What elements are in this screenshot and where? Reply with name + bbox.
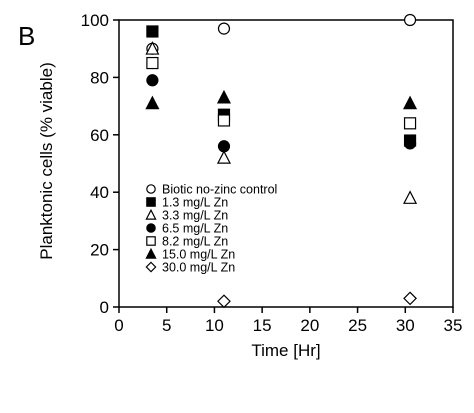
data-points xyxy=(145,13,418,309)
x-tick-label: 0 xyxy=(114,316,123,335)
data-point xyxy=(403,95,418,110)
legend-marker xyxy=(145,261,157,273)
data-point xyxy=(145,41,160,55)
data-point xyxy=(216,89,232,104)
legend-label: 15.0 mg/L Zn xyxy=(162,248,235,262)
x-tick-label: 35 xyxy=(444,316,463,335)
legend-marker xyxy=(145,247,157,259)
data-point xyxy=(403,13,417,27)
legend-label: 1.3 mg/L Zn xyxy=(162,196,228,210)
data-point xyxy=(403,137,417,150)
data-point xyxy=(217,22,231,35)
x-axis-ticks: 0 5 10 15 20 25 30 35 xyxy=(114,307,462,335)
data-point xyxy=(217,294,231,309)
data-point xyxy=(403,190,418,204)
legend-marker xyxy=(146,197,156,207)
legend-label: Biotic no-zinc control xyxy=(162,183,277,197)
legend-label: 8.2 mg/L Zn xyxy=(162,235,228,249)
data-point xyxy=(217,114,231,127)
y-tick-label: 20 xyxy=(90,241,109,260)
y-tick-label: 60 xyxy=(90,126,109,145)
legend-marker xyxy=(146,236,156,246)
legend-marker xyxy=(145,208,157,220)
x-tick-label: 20 xyxy=(300,316,319,335)
y-tick-label: 80 xyxy=(90,68,109,87)
data-point xyxy=(403,117,417,130)
x-tick-label: 30 xyxy=(396,316,415,335)
x-tick-label: 10 xyxy=(205,316,224,335)
data-point xyxy=(146,25,159,38)
x-tick-label: 25 xyxy=(348,316,367,335)
legend-marker xyxy=(146,184,156,194)
data-point xyxy=(146,56,159,70)
y-axis-title: Planktonic cells (% viable) xyxy=(37,62,56,259)
legend-label: 6.5 mg/L Zn xyxy=(162,222,228,236)
y-tick-label: 100 xyxy=(81,11,109,30)
y-axis-ticks: 0 20 40 60 80 100 xyxy=(81,11,119,317)
x-tick-label: 5 xyxy=(162,316,171,335)
data-point xyxy=(216,150,232,164)
x-tick-label: 15 xyxy=(253,316,272,335)
x-axis-title: Time [Hr] xyxy=(251,341,320,360)
data-point xyxy=(145,95,160,110)
panel-label: B xyxy=(18,21,35,51)
data-point xyxy=(403,291,417,306)
plot-border xyxy=(118,19,454,308)
legend-marker xyxy=(146,223,156,233)
data-point xyxy=(217,140,231,153)
data-point xyxy=(146,74,159,87)
y-tick-label: 0 xyxy=(100,298,109,317)
legend-label: 30.0 mg/L Zn xyxy=(162,261,235,275)
legend-label: 3.3 mg/L Zn xyxy=(162,209,228,223)
y-tick-label: 40 xyxy=(90,183,109,202)
plot-frame xyxy=(118,19,454,308)
